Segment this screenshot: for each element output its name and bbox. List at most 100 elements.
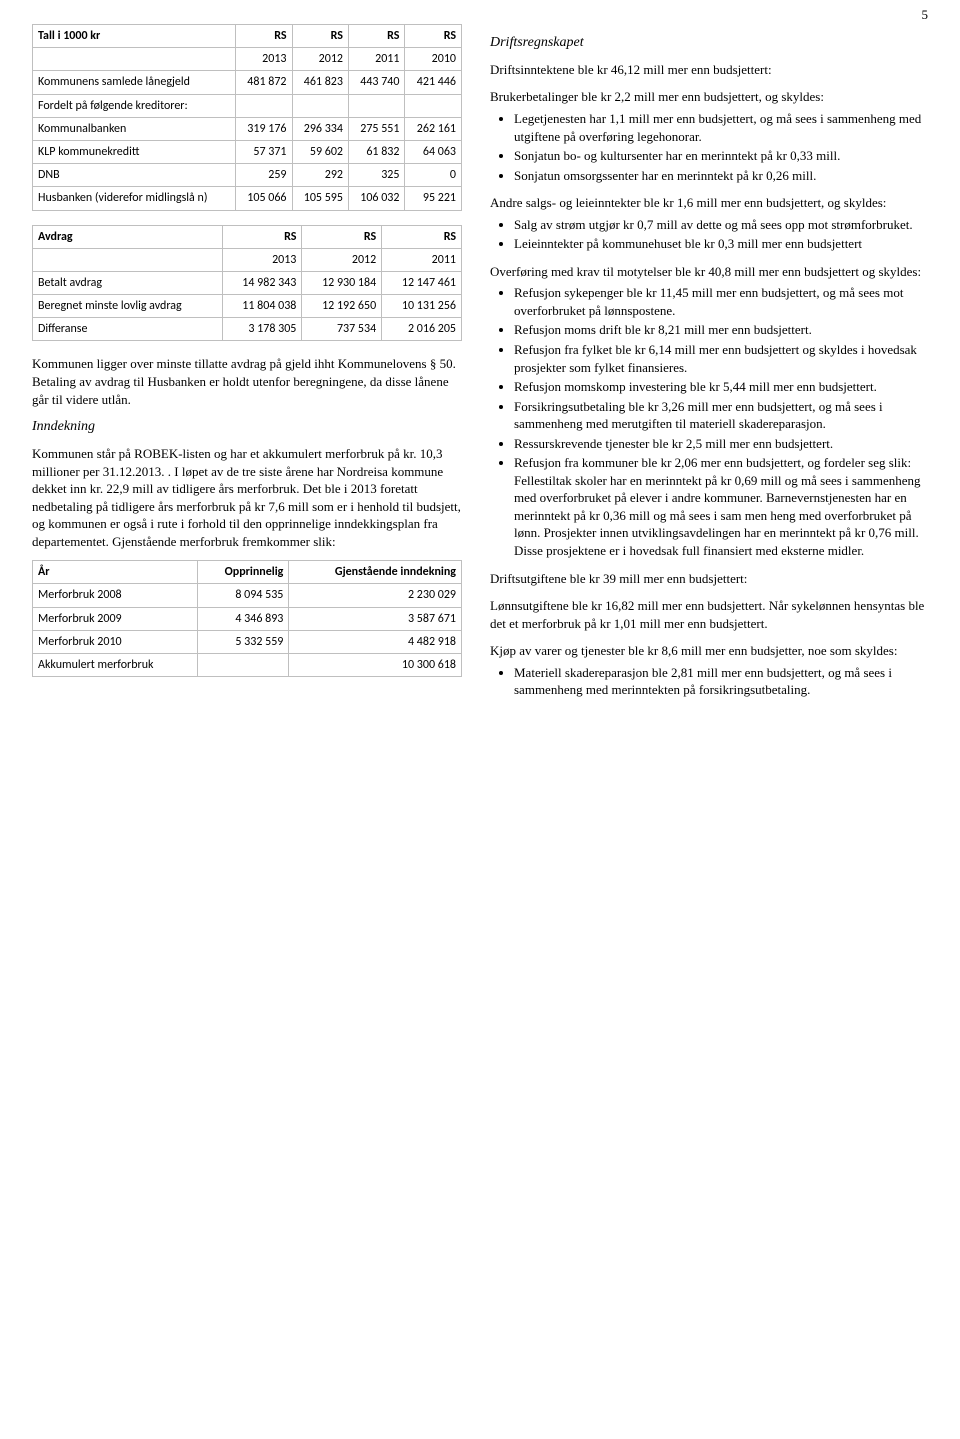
table-row: Betalt avdrag14 982 34312 930 18412 147 … [33, 271, 462, 294]
two-column-layout: Tall i 1000 krRSRSRSRS2013201220112010Ko… [32, 24, 928, 709]
table-header-cell: Avdrag [33, 225, 223, 248]
table-row: Beregnet minste lovlig avdrag11 804 0381… [33, 295, 462, 318]
table-cell: 0 [405, 164, 462, 187]
table-header-cell: 2013 [236, 48, 292, 71]
table-cell: 2 016 205 [382, 318, 462, 341]
table-cell: 3 178 305 [222, 318, 302, 341]
table-header-cell: RS [292, 25, 348, 48]
text-andre-salg: Andre salgs- og leieinntekter ble kr 1,6… [490, 194, 928, 212]
table-header-cell: 2012 [302, 248, 382, 271]
list-item: Leieinntekter på kommunehuset ble kr 0,3… [514, 235, 928, 253]
table-header-cell: 2013 [222, 248, 302, 271]
table-cell: 11 804 038 [222, 295, 302, 318]
table-cell: 57 371 [236, 140, 292, 163]
table-cell: Merforbruk 2009 [33, 607, 198, 630]
table-cell: 8 094 535 [198, 584, 289, 607]
table-row: Differanse3 178 305737 5342 016 205 [33, 318, 462, 341]
table-row: Husbanken (viderefor midlingslå n)105 06… [33, 187, 462, 210]
table-header-cell: RS [236, 25, 292, 48]
table-header-cell: RS [382, 225, 462, 248]
table-row: Merforbruk 20088 094 5352 230 029 [33, 584, 462, 607]
table-header-cell: Gjenstående inndekning [289, 561, 462, 584]
table-cell: 275 551 [348, 117, 404, 140]
table-cell [198, 654, 289, 677]
table-cell: 481 872 [236, 71, 292, 94]
table-cell: Husbanken (viderefor midlingslå n) [33, 187, 236, 210]
table-header-cell [33, 248, 223, 271]
table-row: KLP kommunekreditt57 37159 60261 83264 0… [33, 140, 462, 163]
table-row: Merforbruk 20094 346 8933 587 671 [33, 607, 462, 630]
list-item: Salg av strøm utgjør kr 0,7 mill av dett… [514, 216, 928, 234]
list-brukerbetalinger: Legetjenesten har 1,1 mill mer enn budsj… [490, 110, 928, 184]
table-cell: 3 587 671 [289, 607, 462, 630]
table-cell: Kommunens samlede lånegjeld [33, 71, 236, 94]
table-row: DNB2592923250 [33, 164, 462, 187]
paragraph-avdrag: Kommunen ligger over minste tillatte avd… [32, 355, 462, 408]
left-column: Tall i 1000 krRSRSRSRS2013201220112010Ko… [32, 24, 462, 709]
table-cell: 443 740 [348, 71, 404, 94]
table-row: Merforbruk 20105 332 5594 482 918 [33, 630, 462, 653]
list-item: Legetjenesten har 1,1 mill mer enn budsj… [514, 110, 928, 145]
table-cell: 737 534 [302, 318, 382, 341]
table-cell: Merforbruk 2010 [33, 630, 198, 653]
repayment-table: AvdragRSRSRS201320122011Betalt avdrag14 … [32, 225, 462, 342]
table-cell: 325 [348, 164, 404, 187]
table-header-cell [33, 48, 236, 71]
list-item: Refusjon moms drift ble kr 8,21 mill mer… [514, 321, 928, 339]
table-header-cell: 2010 [405, 48, 462, 71]
list-item: Refusjon sykepenger ble kr 11,45 mill me… [514, 284, 928, 319]
table-cell [348, 94, 404, 117]
table-row: Kommunalbanken319 176296 334275 551262 1… [33, 117, 462, 140]
table-cell: 14 982 343 [222, 271, 302, 294]
text-driftsutgifter: Driftsutgiftene ble kr 39 mill mer enn b… [490, 570, 928, 588]
table-cell: 12 147 461 [382, 271, 462, 294]
table-cell: 12 192 650 [302, 295, 382, 318]
table-header-cell: RS [222, 225, 302, 248]
table-cell: Betalt avdrag [33, 271, 223, 294]
table-cell: 10 131 256 [382, 295, 462, 318]
list-item: Sonjatun bo- og kultursenter har en meri… [514, 147, 928, 165]
table-cell: 64 063 [405, 140, 462, 163]
heading-inndekning: Inndekning [32, 418, 462, 437]
table-row: Kommunens samlede lånegjeld481 872461 82… [33, 71, 462, 94]
table-cell: 59 602 [292, 140, 348, 163]
list-item: Ressurskrevende tjenester ble kr 2,5 mil… [514, 435, 928, 453]
table-cell: 296 334 [292, 117, 348, 140]
table-cell: Differanse [33, 318, 223, 341]
table-cell: 262 161 [405, 117, 462, 140]
table-header-cell: RS [348, 25, 404, 48]
table-cell: 61 832 [348, 140, 404, 163]
right-column: Driftsregnskapet Driftsinntektene ble kr… [490, 24, 928, 709]
list-item: Sonjatun omsorgssenter har en merinntekt… [514, 167, 928, 185]
table-cell: 105 066 [236, 187, 292, 210]
table-cell: 12 930 184 [302, 271, 382, 294]
table-cell: KLP kommunekreditt [33, 140, 236, 163]
list-kjop-varer: Materiell skadereparasjon ble 2,81 mill … [490, 664, 928, 699]
table-cell: Merforbruk 2008 [33, 584, 198, 607]
list-item: Refusjon fra kommuner ble kr 2,06 mer en… [514, 454, 928, 559]
table-cell [236, 94, 292, 117]
merforbruk-table: ÅrOpprinneligGjenstående inndekningMerfo… [32, 560, 462, 677]
paragraph-inndekning: Kommunen står på ROBEK-listen og har et … [32, 445, 462, 550]
table-header-cell: 2011 [382, 248, 462, 271]
table-cell: 4 482 918 [289, 630, 462, 653]
list-item: Refusjon fra fylket ble kr 6,14 mill mer… [514, 341, 928, 376]
table-header-cell: RS [302, 225, 382, 248]
table-cell: 2 230 029 [289, 584, 462, 607]
table-cell: 259 [236, 164, 292, 187]
table-cell: 292 [292, 164, 348, 187]
text-brukerbetalinger: Brukerbetalinger ble kr 2,2 mill mer enn… [490, 88, 928, 106]
table-header-cell: 2011 [348, 48, 404, 71]
list-overforing: Refusjon sykepenger ble kr 11,45 mill me… [490, 284, 928, 559]
table-cell: 4 346 893 [198, 607, 289, 630]
table-cell: Akkumulert merforbruk [33, 654, 198, 677]
table-header-cell: Tall i 1000 kr [33, 25, 236, 48]
text-lonnsutgifter: Lønnsutgiftene ble kr 16,82 mill mer enn… [490, 597, 928, 632]
table-header-cell: RS [405, 25, 462, 48]
table-cell: 461 823 [292, 71, 348, 94]
text-kjop-varer: Kjøp av varer og tjenester ble kr 8,6 mi… [490, 642, 928, 660]
table-cell: 105 595 [292, 187, 348, 210]
text-driftsinntekter: Driftsinntektene ble kr 46,12 mill mer e… [490, 61, 928, 79]
table-row: Fordelt på følgende kreditorer: [33, 94, 462, 117]
list-andre-salg: Salg av strøm utgjør kr 0,7 mill av dett… [490, 216, 928, 253]
